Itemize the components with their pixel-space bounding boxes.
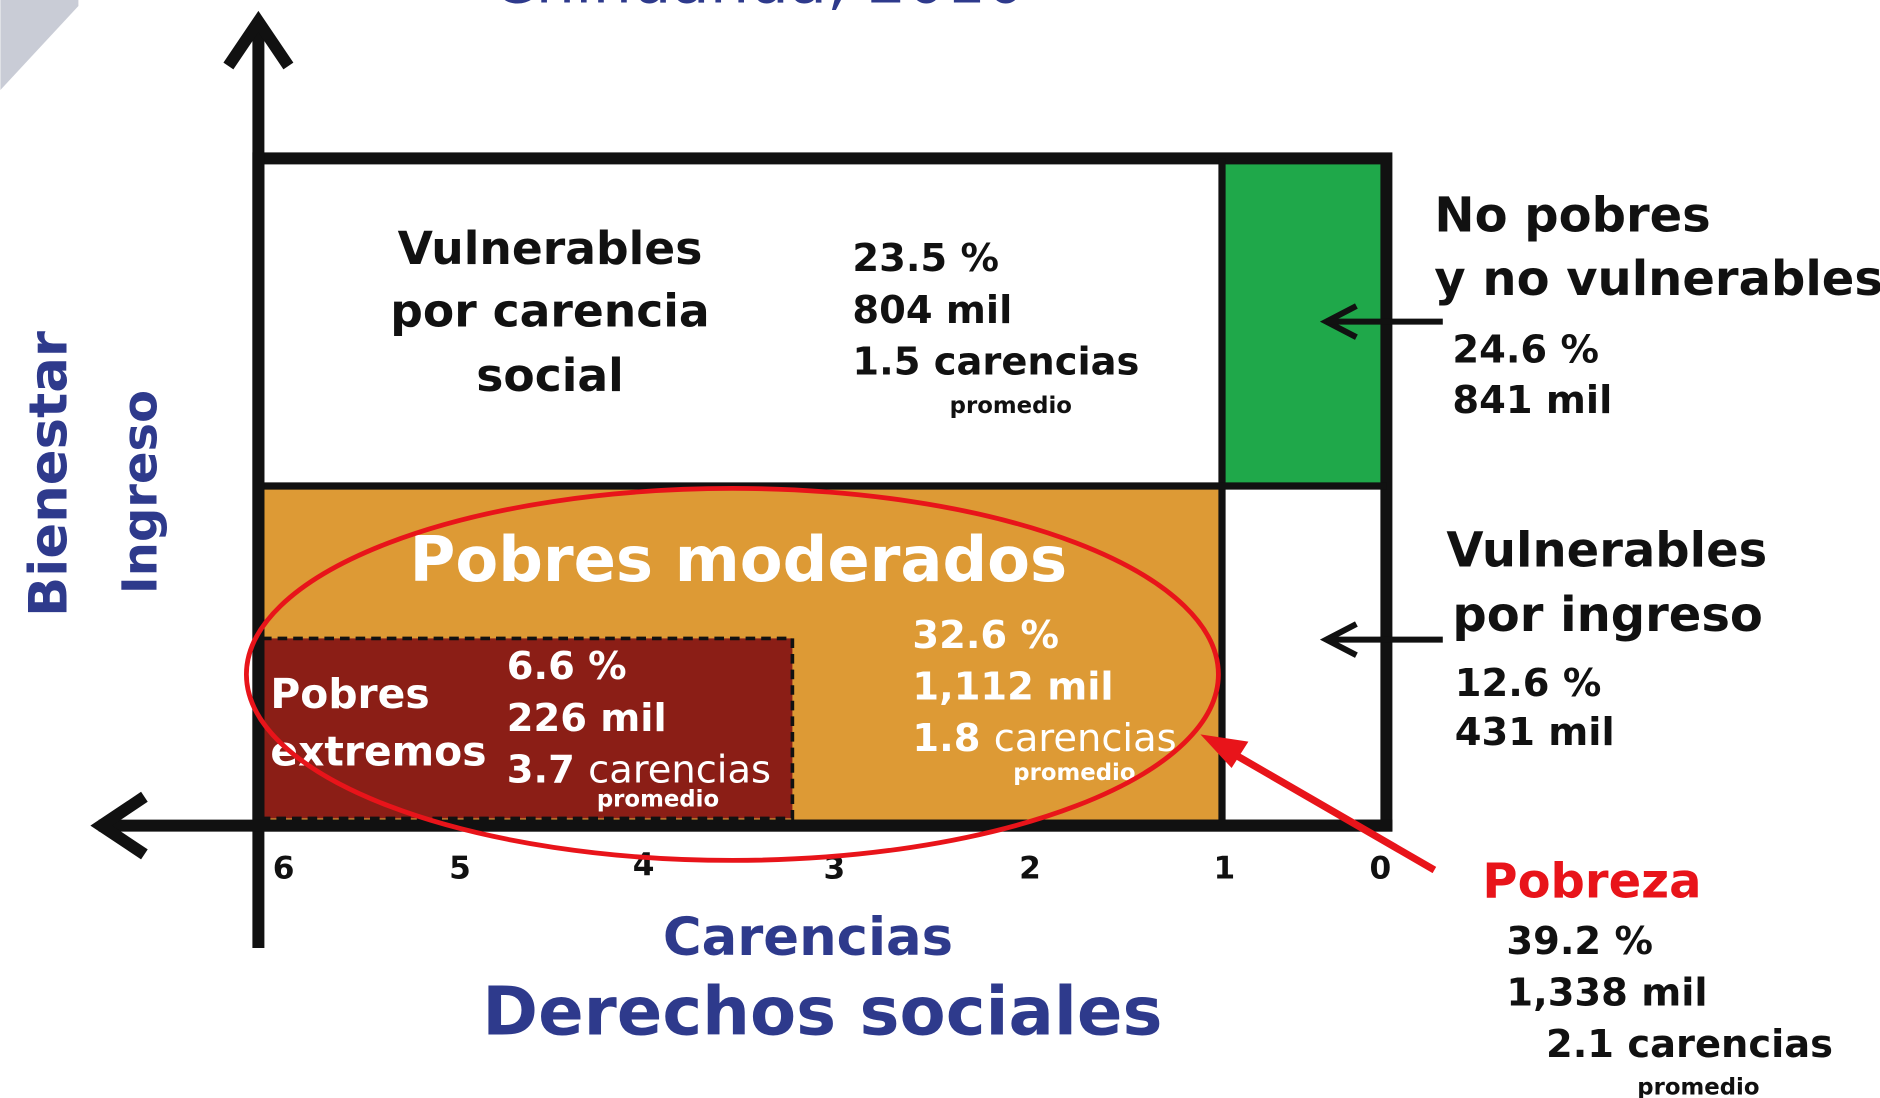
stat: 1.5 carencias <box>852 339 1139 384</box>
tick: 3 <box>824 850 846 886</box>
tick: 1 <box>1214 850 1236 886</box>
y-arrow <box>223 10 294 70</box>
stat: carencias <box>994 716 1177 761</box>
stat: 841 mil <box>1452 378 1612 423</box>
stat: 39.2 % <box>1506 919 1653 964</box>
y-label: Ingreso <box>112 390 168 594</box>
stat: 1.8 <box>912 716 980 761</box>
stat: 23.5 % <box>852 236 999 281</box>
stat: 1,338 mil <box>1506 971 1707 1016</box>
x-label: Derechos sociales <box>482 972 1162 1050</box>
stat: 804 mil <box>852 288 1012 333</box>
region-name: y no vulnerables <box>1434 251 1880 307</box>
stat: carencias <box>588 747 771 792</box>
stat: 1,112 mil <box>912 665 1113 710</box>
stat: 431 mil <box>1455 710 1615 755</box>
stat: 32.6 % <box>912 613 1059 658</box>
stat: 226 mil <box>507 696 667 741</box>
stat: 24.6 % <box>1452 327 1599 372</box>
poverty-arrow <box>1210 738 1437 874</box>
y-label: Bienestar <box>18 331 79 617</box>
title: Chihuahua, 2010 <box>492 0 1026 17</box>
stat: 6.6 % <box>507 644 627 689</box>
x-arrow <box>90 791 148 860</box>
tick: 2 <box>1019 850 1041 886</box>
poverty-arrow <box>1200 734 1249 768</box>
region-name: Pobres moderados <box>410 523 1068 596</box>
tick: 6 <box>273 850 295 886</box>
region-name: Vulnerables <box>398 222 703 275</box>
tick: 5 <box>449 850 471 886</box>
tick: 0 <box>1370 850 1392 886</box>
region-name: Pobreza <box>1482 854 1701 910</box>
stat: 3.7 <box>507 747 575 792</box>
stat: 3.7 carencias <box>507 747 771 792</box>
stat-note: promedio <box>1637 1074 1759 1098</box>
region-name: por ingreso <box>1452 587 1762 643</box>
x-ticks: 6 5 4 3 2 1 0 <box>273 847 1392 887</box>
region-name: extremos <box>270 728 486 776</box>
poverty-ellipse <box>244 486 1221 863</box>
stat-note: promedio <box>1013 760 1135 786</box>
region-name: por carencia <box>390 284 709 337</box>
x-label: Carencias <box>663 907 953 968</box>
stat-note: promedio <box>950 393 1072 419</box>
region-name: Pobres <box>270 670 429 718</box>
region-name: social <box>476 349 624 402</box>
corner-decoration <box>0 0 79 90</box>
region-name: Vulnerables <box>1446 522 1767 578</box>
stat: 12.6 % <box>1455 661 1602 706</box>
tick: 4 <box>633 847 655 883</box>
region-name: No pobres <box>1434 188 1710 244</box>
stat-note: promedio <box>597 786 719 812</box>
stat: 2.1 carencias <box>1546 1022 1833 1067</box>
stat: 1.8 carencias <box>912 716 1176 761</box>
